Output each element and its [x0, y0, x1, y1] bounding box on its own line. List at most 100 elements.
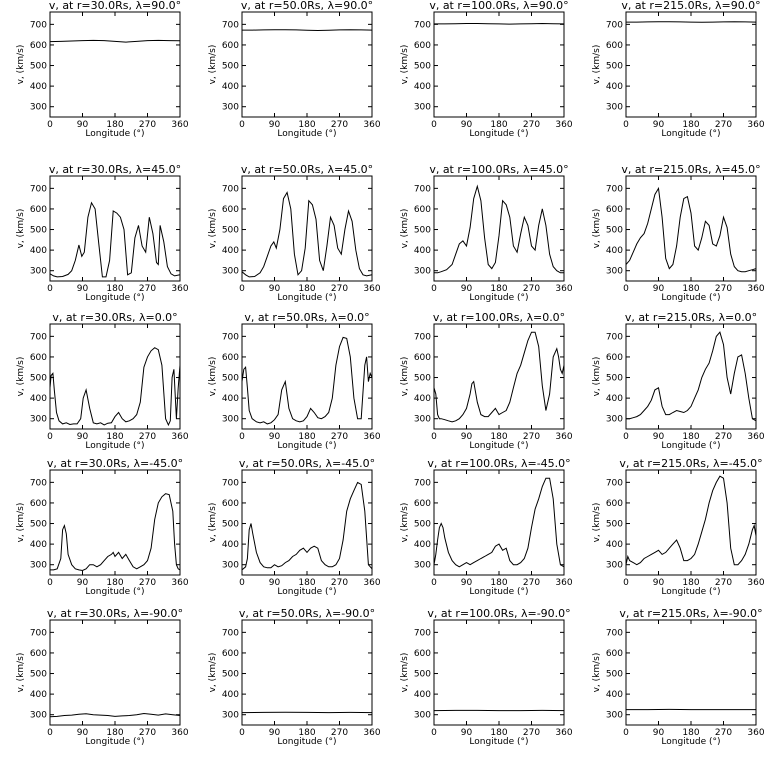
y-tick-label: 300: [30, 711, 47, 721]
y-tick-label: 500: [30, 374, 47, 384]
y-axis-label: v, (km/s): [16, 653, 26, 693]
y-tick-label: 400: [414, 540, 431, 550]
y-tick-label: 300: [606, 267, 623, 277]
x-tick-label: 360: [363, 578, 380, 588]
y-tick-label: 500: [30, 62, 47, 72]
y-tick-label: 500: [414, 374, 431, 384]
chart-title: v, at r=100.0Rs, λ=-45.0°: [427, 457, 570, 470]
y-tick-label: 600: [606, 353, 623, 363]
x-tick-label: 360: [555, 578, 572, 588]
x-tick-label: 0: [431, 284, 437, 294]
x-axis-label: Longitude (°): [661, 587, 720, 597]
x-axis-label: Longitude (°): [661, 129, 720, 139]
chart-panel: 0 90 180 270 360 300 400 500 600 700 v, at r=215.0…: [592, 0, 765, 139]
series-line: [241, 336, 373, 425]
x-tick-label: 360: [171, 432, 188, 442]
series-line: [626, 21, 757, 23]
y-axis-label: v, (km/s): [208, 653, 218, 693]
x-tick-label: 270: [523, 284, 540, 294]
x-tick-label: 180: [106, 578, 123, 588]
y-tick-label: 700: [414, 628, 431, 638]
x-tick-label: 360: [171, 728, 188, 738]
series-line: [433, 331, 565, 423]
x-tick-label: 180: [490, 432, 507, 442]
plot-frame: [433, 469, 565, 576]
y-tick-label: 500: [222, 226, 239, 236]
series-line: [433, 477, 565, 568]
x-axis-label: Longitude (°): [661, 293, 720, 303]
series-line: [626, 331, 757, 422]
y-tick-label: 700: [414, 184, 431, 194]
chart-title: v, at r=100.0Rs, λ=-90.0°: [427, 607, 570, 620]
y-tick-label: 400: [30, 540, 47, 550]
x-tick-label: 0: [239, 728, 245, 738]
x-tick-label: 0: [623, 284, 629, 294]
y-tick-label: 600: [414, 649, 431, 659]
series-line: [242, 29, 373, 32]
chart-title: v, at r=100.0Rs, λ=90.0°: [429, 0, 568, 12]
x-tick-label: 0: [47, 284, 53, 294]
y-tick-label: 500: [222, 374, 239, 384]
y-tick-label: 600: [30, 649, 47, 659]
y-axis-label: v, (km/s): [16, 45, 26, 85]
y-tick-label: 700: [606, 332, 623, 342]
series-line: [49, 39, 181, 43]
y-tick-label: 700: [414, 332, 431, 342]
series-line: [434, 22, 565, 25]
plot-frame: [625, 11, 757, 118]
x-tick-label: 360: [555, 728, 572, 738]
y-tick-label: 400: [414, 246, 431, 256]
x-tick-label: 0: [623, 432, 629, 442]
y-tick-label: 600: [606, 649, 623, 659]
plot-frame: [241, 11, 373, 118]
x-tick-label: 360: [363, 432, 380, 442]
y-tick-label: 700: [606, 20, 623, 30]
x-tick-label: 0: [623, 120, 629, 130]
y-tick-label: 300: [606, 415, 623, 425]
chart-title: v, at r=100.0Rs, λ=45.0°: [429, 163, 568, 176]
series-line: [50, 493, 181, 572]
y-tick-label: 700: [606, 478, 623, 488]
y-axis-label: v, (km/s): [400, 653, 410, 693]
y-tick-label: 400: [30, 690, 47, 700]
x-tick-label: 180: [490, 728, 507, 738]
y-tick-label: 600: [222, 41, 239, 51]
y-axis-label: v, (km/s): [208, 45, 218, 85]
x-tick-label: 270: [523, 578, 540, 588]
chart-title: v, at r=30.0Rs, λ=-90.0°: [47, 607, 183, 620]
y-tick-label: 400: [606, 82, 623, 92]
y-tick-label: 700: [30, 332, 47, 342]
chart-title: v, at r=50.0Rs, λ=45.0°: [241, 163, 373, 176]
x-tick-label: 180: [298, 578, 315, 588]
x-tick-label: 270: [715, 120, 732, 130]
y-tick-label: 300: [414, 415, 431, 425]
y-tick-label: 700: [222, 628, 239, 638]
x-tick-label: 90: [653, 120, 665, 130]
chart-title: v, at r=100.0Rs, λ=0.0°: [433, 311, 565, 324]
y-tick-label: 700: [222, 332, 239, 342]
y-tick-label: 700: [414, 20, 431, 30]
y-axis-label: v, (km/s): [208, 357, 218, 397]
plot-frame: [625, 469, 757, 576]
x-tick-label: 360: [171, 578, 188, 588]
y-tick-label: 400: [414, 690, 431, 700]
x-tick-label: 270: [523, 728, 540, 738]
x-tick-label: 180: [682, 284, 699, 294]
x-tick-label: 90: [77, 432, 89, 442]
x-tick-label: 0: [431, 578, 437, 588]
y-tick-label: 700: [222, 184, 239, 194]
x-tick-label: 270: [139, 578, 156, 588]
x-tick-label: 0: [623, 728, 629, 738]
x-tick-label: 90: [269, 432, 281, 442]
x-tick-label: 180: [298, 432, 315, 442]
x-tick-label: 0: [47, 728, 53, 738]
